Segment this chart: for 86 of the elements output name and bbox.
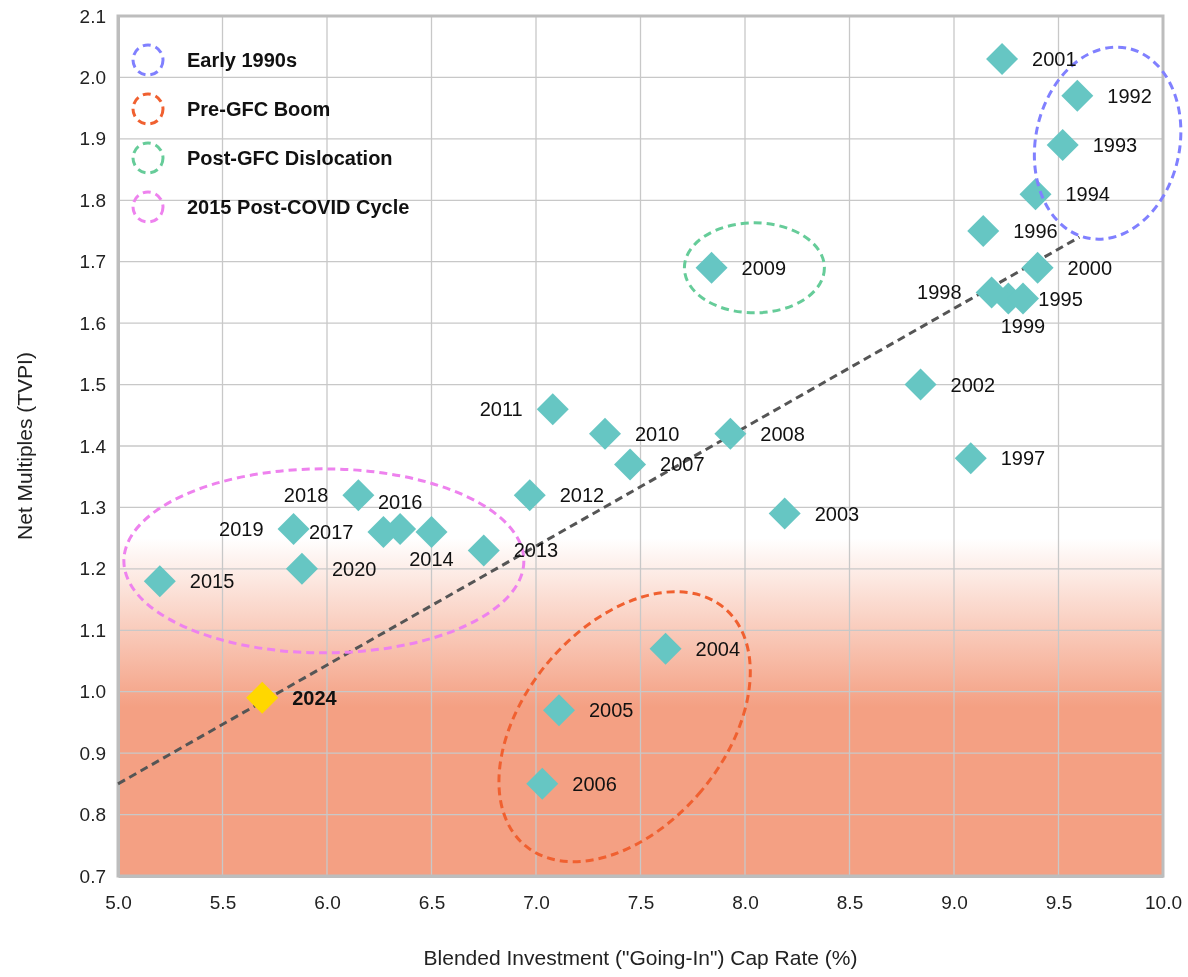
y-tick-label: 1.1 — [79, 619, 106, 641]
point — [695, 251, 728, 284]
annotation: 2015 — [189, 570, 235, 593]
point — [1046, 129, 1079, 161]
annotation: 2013 — [513, 539, 559, 562]
point — [513, 479, 546, 512]
annotation: 1998 — [917, 281, 962, 304]
annotation: 2020 — [331, 557, 377, 580]
point — [986, 43, 1019, 75]
point — [285, 552, 318, 585]
annotation: 2009 — [741, 256, 787, 279]
point — [143, 565, 176, 598]
y-tick-label: 1.2 — [79, 558, 106, 580]
y-tick-label: 0.7 — [79, 865, 106, 887]
x-tick-label: 8.5 — [836, 892, 864, 914]
annotation: 2010 — [634, 422, 680, 445]
annotation: 1996 — [1013, 220, 1058, 242]
y-tick-label: 2.1 — [79, 5, 106, 27]
annotation: 1997 — [1000, 447, 1046, 470]
annotation: 2019 — [219, 517, 264, 540]
x-tick-label: 7.5 — [627, 892, 655, 914]
annotation: Post-GFC Dislocation — [187, 147, 393, 169]
x-tick-label: 7.0 — [523, 892, 550, 914]
annotation: 2004 — [695, 637, 741, 660]
point — [954, 442, 987, 475]
y-axis-title: Net Multiples (TVPI) — [13, 352, 36, 540]
annotation: 1995 — [1038, 287, 1083, 310]
x-tick-label: 9.0 — [941, 892, 968, 914]
point — [904, 368, 937, 401]
annotation: 2008 — [760, 422, 805, 445]
y-tick-label: 0.8 — [79, 804, 106, 826]
point — [536, 393, 569, 426]
annotation: 2003 — [814, 502, 860, 525]
x-tick-label: 8.0 — [732, 892, 759, 914]
x-tick-label: 6.5 — [418, 892, 446, 914]
annotation: 2000 — [1067, 256, 1113, 279]
y-tick-label: 1.7 — [79, 251, 106, 273]
point — [277, 512, 310, 545]
annotation: 2002 — [950, 373, 996, 396]
point — [415, 516, 448, 548]
annotation: 2001 — [1032, 48, 1077, 70]
annotation: 2015 Post-COVID Cycle — [187, 196, 410, 218]
annotation: 2016 — [377, 490, 423, 513]
annotation: 2018 — [283, 484, 329, 507]
x-axis-title: Blended Investment ("Going-In") Cap Rate (%) — [423, 946, 858, 969]
annotation: 1993 — [1092, 134, 1138, 156]
point — [246, 681, 279, 714]
point — [542, 694, 575, 727]
annotation: 2011 — [479, 398, 523, 421]
annotation: 1992 — [1107, 84, 1152, 107]
y-tick-label: 1.5 — [79, 374, 106, 396]
y-tick-label: 2.0 — [79, 67, 106, 89]
y-tick-label: 1.0 — [79, 681, 106, 703]
annotation: Pre-GFC Boom — [187, 98, 331, 120]
annotation: 2014 — [409, 548, 454, 570]
y-tick-label: 1.4 — [79, 435, 107, 457]
point — [768, 497, 801, 530]
y-tick-label: 1.9 — [79, 128, 106, 150]
annotation: 1994 — [1065, 183, 1111, 206]
x-tick-label: 10.0 — [1145, 892, 1182, 914]
y-tick-label: 1.3 — [79, 497, 106, 519]
point — [526, 767, 559, 800]
annotation: 2024 — [292, 686, 338, 709]
annotation: 2006 — [572, 772, 617, 795]
annotation: 2005 — [588, 699, 634, 722]
annotation: Early 1990s — [187, 49, 298, 71]
point — [588, 417, 621, 450]
y-tick-label: 1.6 — [79, 312, 106, 334]
point — [967, 215, 1000, 247]
annotation: 1999 — [1000, 314, 1046, 337]
point — [1021, 251, 1054, 284]
x-tick-label: 9.5 — [1045, 892, 1073, 914]
point — [1019, 178, 1052, 211]
annotation: 2012 — [559, 484, 605, 507]
x-tick-label: 5.0 — [105, 892, 132, 914]
point — [342, 479, 375, 512]
x-tick-label: 6.0 — [314, 892, 341, 914]
point — [1061, 79, 1094, 112]
point — [467, 534, 500, 567]
annotation: 2017 — [308, 521, 354, 543]
x-tick-label: 5.5 — [209, 892, 237, 914]
y-tick-label: 0.9 — [79, 742, 106, 764]
y-tick-label: 1.8 — [79, 189, 106, 211]
point — [649, 632, 682, 665]
point — [714, 417, 747, 450]
point — [614, 448, 647, 481]
